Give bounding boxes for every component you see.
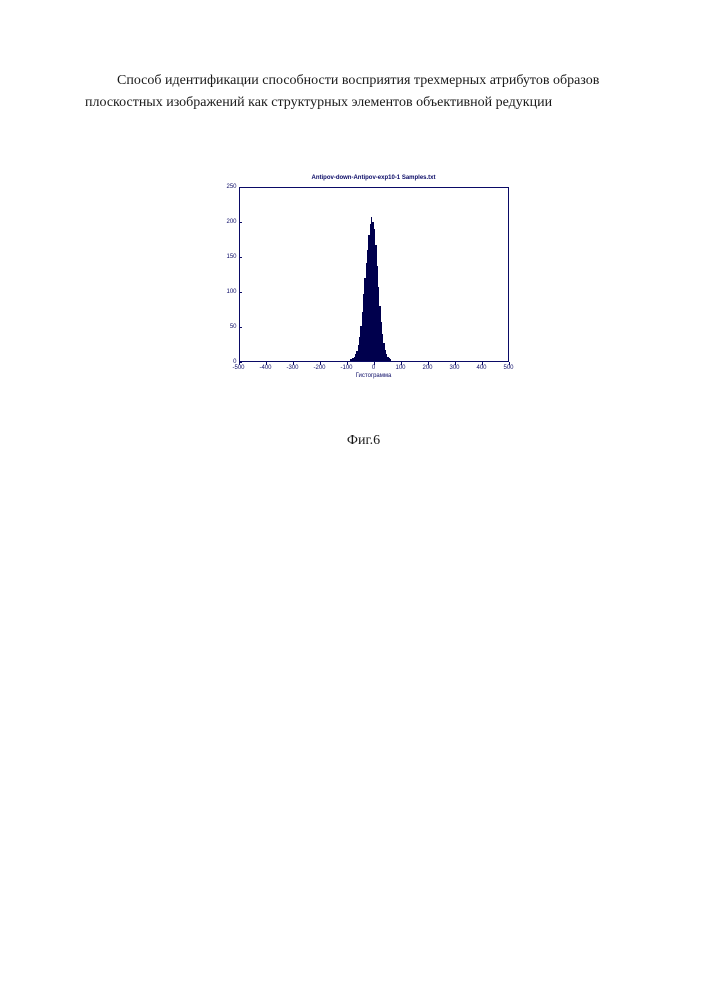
heading-line-1: Способ идентификации способности восприя… [85,70,642,92]
x-axis-label: Гистограмма [239,373,509,379]
x-tick-label: 0 [372,365,375,371]
x-tick-label: 400 [476,365,486,371]
y-tick-label: 100 [213,289,237,295]
figure-container: Antipov-down-Antipov-exp10-1 Samples.txt… [209,175,519,385]
y-tick-label: 250 [213,184,237,190]
y-tick-mark [239,292,242,293]
y-tick-mark [239,187,242,188]
x-tick-mark [266,362,267,365]
y-tick-label: 150 [213,254,237,260]
x-tick-mark [401,362,402,365]
x-tick-label: -200 [313,365,325,371]
x-tick-label: -500 [232,365,244,371]
x-tick-label: 100 [395,365,405,371]
histogram-bar [390,359,391,360]
x-tick-mark [320,362,321,365]
x-tick-mark [239,362,240,365]
y-tick-mark [239,257,242,258]
x-tick-label: 200 [422,365,432,371]
histogram-bars [240,188,508,361]
y-tick-mark [239,327,242,328]
x-tick-mark [374,362,375,365]
y-tick-label: 200 [213,219,237,225]
x-tick-mark [428,362,429,365]
y-tick-mark [239,222,242,223]
histogram-chart: Antipov-down-Antipov-exp10-1 Samples.txt… [209,175,519,385]
figure-caption: Фиг.6 [85,433,642,449]
x-tick-mark [455,362,456,365]
heading-line-2: плоскостных изображений как структурных … [85,92,642,114]
x-tick-label: -100 [340,365,352,371]
page-heading: Способ идентификации способности восприя… [85,70,642,115]
plot-area [239,187,509,362]
y-tick-label: 50 [213,324,237,330]
document-page: Способ идентификации способности восприя… [0,0,707,1000]
x-tick-label: -300 [286,365,298,371]
chart-title: Antipov-down-Antipov-exp10-1 Samples.txt [239,175,509,181]
x-tick-mark [293,362,294,365]
x-tick-label: 300 [449,365,459,371]
x-tick-label: 500 [503,365,513,371]
x-tick-mark [482,362,483,365]
x-tick-mark [347,362,348,365]
x-tick-label: -400 [259,365,271,371]
x-tick-mark [509,362,510,365]
